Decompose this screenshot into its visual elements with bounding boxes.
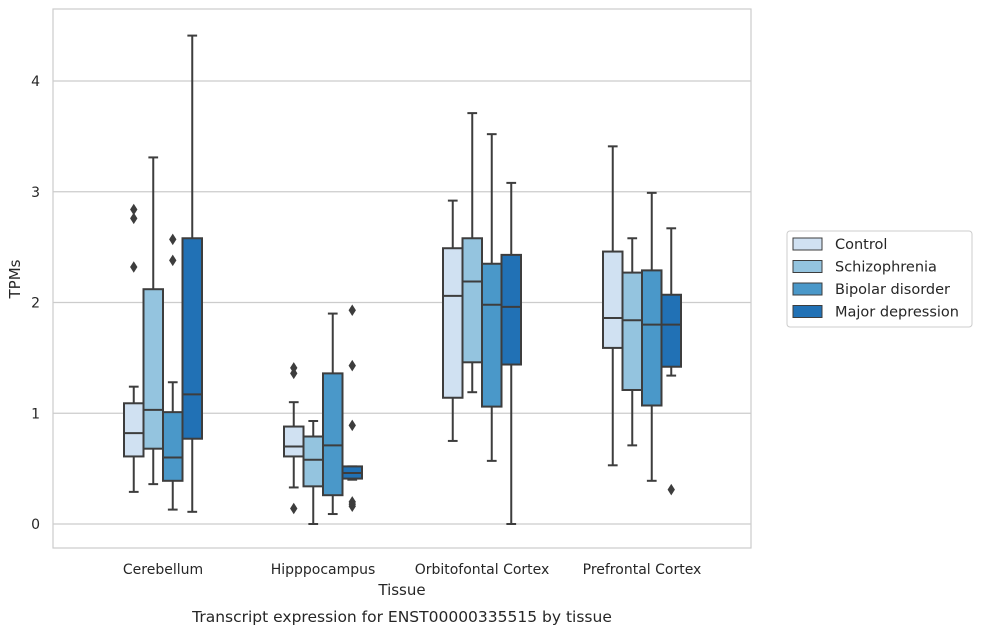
box — [142, 156, 164, 486]
x-tick-labels: Cerebellum Hipppocampus Orbitofontal Corte… — [123, 562, 701, 578]
outlier-point — [348, 419, 356, 432]
box — [283, 362, 305, 515]
x-tick-label: Prefrontal Cortex — [583, 562, 702, 578]
x-axis-title: Tissue — [377, 581, 425, 599]
box-body — [123, 402, 145, 458]
box-body — [142, 288, 164, 450]
outlier-point — [130, 212, 138, 225]
box-body — [322, 372, 344, 497]
box-body — [602, 250, 624, 349]
outlier-point — [169, 233, 177, 246]
y-axis-title: TPMs — [6, 259, 24, 299]
box — [341, 304, 363, 513]
series-schizophrenia — [142, 112, 643, 525]
x-tick-label: Orbitofontal Cortex — [415, 562, 550, 578]
outlier-point — [130, 203, 138, 216]
box — [641, 191, 663, 482]
box — [602, 145, 624, 467]
box-body — [162, 411, 184, 482]
outlier-point — [348, 359, 356, 372]
outlier-point — [169, 254, 177, 267]
box — [461, 112, 483, 394]
y-tick-label: 2 — [31, 296, 40, 312]
legend-swatch — [792, 260, 823, 273]
box-body — [660, 293, 682, 368]
box — [500, 181, 522, 525]
box-body — [181, 237, 203, 440]
legend-label: Control — [835, 237, 887, 253]
y-tick-label: 3 — [31, 185, 40, 201]
y-tick-label: 1 — [31, 406, 40, 422]
outlier-point — [290, 362, 298, 374]
box-body — [621, 271, 643, 391]
legend-label: Major depression — [835, 305, 959, 321]
box — [481, 133, 503, 462]
box-body — [442, 247, 464, 399]
legend-swatch — [792, 305, 823, 318]
legend-swatch — [792, 282, 823, 296]
box — [660, 227, 682, 496]
box — [162, 233, 184, 511]
y-tick-label: 4 — [31, 74, 40, 90]
x-tick-label: Hipppocampus — [271, 562, 376, 578]
plot-area-frame — [52, 8, 752, 549]
outlier-point — [290, 502, 298, 515]
chart-caption: Transcript expression for ENST0000033551… — [191, 608, 612, 626]
legend-label: Bipolar disorder — [835, 282, 950, 298]
box — [123, 203, 145, 493]
box — [621, 237, 643, 447]
box-body — [461, 237, 483, 364]
series-major-depression — [181, 34, 682, 525]
legend-frame — [786, 230, 973, 328]
box-body — [481, 262, 503, 408]
x-tick-label: Cerebellum — [123, 562, 203, 578]
box — [302, 420, 324, 525]
outlier-point — [348, 496, 356, 508]
outlier-point — [348, 304, 356, 317]
box-series-group — [123, 34, 682, 525]
legend-swatch — [792, 237, 823, 251]
box — [181, 34, 203, 513]
box-body — [641, 269, 663, 407]
series-bipolar-disorder — [162, 133, 663, 516]
box-body — [283, 425, 305, 458]
y-tick-labels: 0 1 2 3 4 — [31, 74, 40, 533]
legend-label: Schizophrenia — [835, 260, 937, 276]
box-body — [302, 435, 324, 488]
box-body — [500, 253, 522, 366]
legend: Control Schizophrenia Bipolar disorder Majo… — [786, 230, 973, 328]
y-tick-label: 0 — [31, 517, 40, 533]
box — [442, 199, 464, 442]
box — [322, 312, 344, 516]
outlier-point — [667, 483, 675, 496]
outlier-point — [130, 261, 138, 273]
